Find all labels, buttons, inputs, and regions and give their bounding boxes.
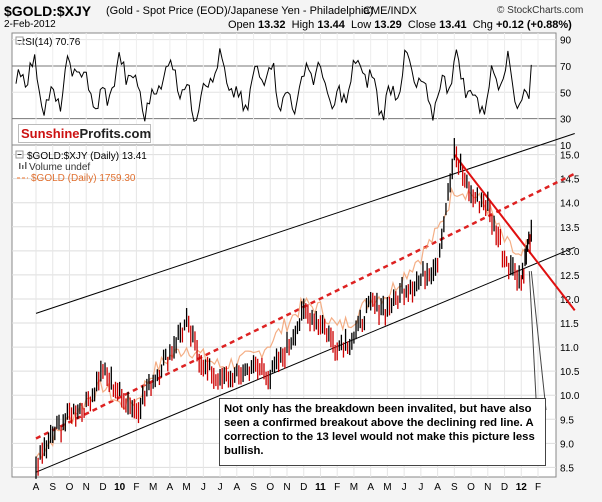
y-tick-label: 10.0 [560,391,580,402]
date-label: 2-Feb-2012 [4,19,56,30]
rsi-ticks: 90 70 50 30 10 [560,36,572,152]
close-value: 13.41 [439,19,467,31]
copyright-label: © StockCharts.com [497,5,584,16]
x-tick-label: M [350,482,358,493]
x-tick-label: F [535,482,541,493]
main-collapse-icon[interactable] [15,150,24,159]
x-tick-label: S [250,482,257,493]
x-tick-label: 12 [516,482,528,493]
x-tick-label: M [149,482,157,493]
chg-value: +0.12 (+0.88%) [495,19,572,31]
y-tick-label: 8.5 [560,463,574,474]
y-tick-label: 11.0 [560,343,579,354]
x-tick-label: M [383,482,391,493]
x-tick-label: N [283,482,290,493]
y-tick-label: 11.5 [560,319,579,330]
x-tick-label: A [167,482,174,493]
x-tick-label: D [501,482,508,493]
open-label: Open [228,19,255,31]
channel-upper-line [35,133,575,314]
x-tick-label: N [83,482,90,493]
volume-icon [19,162,27,169]
y-tick-label: 12.5 [560,271,580,282]
close-label: Close [407,19,437,31]
ohlc-readout: Open 13.32 High 13.44 Low 13.29 Close 13… [228,19,572,31]
y-tick-label: 9.0 [560,439,574,450]
rsi-line [15,48,532,122]
annotation-box: Not only has the breakdown been invalite… [219,398,546,466]
exchange-label: CME/INDX [363,5,417,17]
x-tick-label: A [367,482,374,493]
low-value: 13.29 [374,19,402,31]
y-tick-label: 15.0 [560,151,580,162]
x-tick-label: O [467,482,475,493]
y-tick-label: 9.5 [560,415,574,426]
x-tick-label: O [266,482,274,493]
sunshine-profits-logo: SunshineProfits.com [18,124,151,143]
x-tick-label: F [133,482,139,493]
x-tick-label: J [402,482,407,493]
y-tick-label: 10.5 [560,367,580,378]
y-tick-label: 14.0 [560,199,580,210]
declining-red-line [453,154,576,312]
rsi-collapse-icon[interactable] [15,36,24,45]
chart-description: (Gold - Spot Price (EOD)/Japanese Yen - … [106,5,374,17]
rsi-grid [12,33,556,146]
x-tick-label: D [300,482,307,493]
legend-overlay: $GOLD (Daily) 1759.30 [31,173,136,184]
x-tick-label: J [218,482,223,493]
annotation-pointer [528,271,537,399]
x-tick-label: J [201,482,206,493]
overlay-series-line [35,186,532,459]
rsi-tick-label: 50 [560,88,572,99]
high-label: High [291,19,315,31]
x-tick-label: O [66,482,74,493]
logo-part1: Sunshine [21,126,80,141]
x-tick-label: J [418,482,423,493]
x-tick-label: S [451,482,458,493]
rsi-tick-label: 90 [560,36,572,47]
rsi-tick-label: 70 [560,62,572,73]
x-tick-label: M [182,482,190,493]
rsi-label: RSI(14) 70.76 [18,37,81,48]
x-tick-label: 10 [114,482,126,493]
x-tick-label: F [334,482,340,493]
legend-main: $GOLD:$XJY (Daily) 13.41 [27,151,147,162]
channel-lower-line [35,246,575,473]
rsi-tick-label: 10 [560,141,572,152]
y-tick-label: 14.5 [560,175,580,186]
high-value: 13.44 [317,19,345,31]
x-tick-label: D [99,482,106,493]
price-y-ticks: 15.0 14.5 14.0 13.5 13.0 12.5 12.0 11.5 11.0 10.5… [560,151,580,475]
rsi-tick-label: 30 [560,115,572,126]
legend-volume: Volume undef [29,162,90,173]
price-bars [35,138,532,479]
low-label: Low [350,19,372,31]
logo-part2: Profits.com [79,126,152,141]
x-axis-ticks: A S O N D 10 F M A M J J A S O N D 11 F M A M J J A S O N D 12 F [33,482,541,493]
x-tick-label: A [434,482,441,493]
open-value: 13.32 [257,19,286,31]
x-tick-label: A [33,482,40,493]
x-tick-label: S [49,482,56,493]
y-tick-label: 13.0 [560,247,580,258]
x-tick-label: N [484,482,491,493]
chart-symbol: $GOLD:$XJY [4,3,92,19]
annotation-pointer [530,271,547,411]
y-tick-label: 12.0 [560,295,580,306]
x-tick-label: A [233,482,240,493]
y-tick-label: 13.5 [560,223,580,234]
chg-label: Chg [472,19,493,31]
x-tick-label: 11 [315,482,326,493]
